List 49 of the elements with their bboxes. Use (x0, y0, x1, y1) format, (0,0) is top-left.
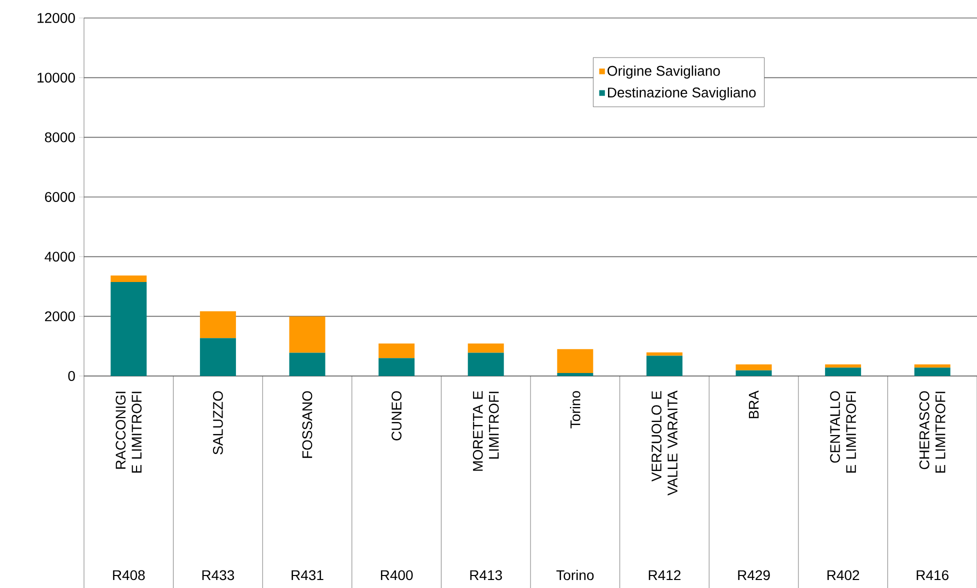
text: R402 (827, 570, 860, 580)
bar (914, 364, 950, 368)
bar (110, 275, 147, 282)
text: R433 (202, 570, 234, 580)
bar (378, 358, 415, 376)
text: Torino (556, 570, 594, 580)
legend-label: Destinazione Savigliano (608, 87, 756, 100)
text: R431 (292, 570, 324, 580)
bar (825, 368, 862, 376)
bar (557, 349, 594, 374)
x-tick-label: Torino (570, 391, 580, 428)
legend-label: Origine Savigliano (608, 66, 720, 79)
text: R408 (113, 570, 145, 580)
bar (378, 343, 415, 358)
x-tick-label: MORETTA E LIMITROFI (472, 391, 499, 471)
y-tick-label: 4000 (44, 252, 75, 262)
bar (289, 352, 326, 376)
y-tick-label: 12000 (38, 13, 75, 23)
y-tick-label: 0 (68, 371, 75, 381)
text: R413 (470, 570, 502, 580)
x-tick-label: VERZUOLO E VALLE VARAITA (652, 390, 678, 496)
x-tick-label: CENTALLO E LIMITROFI (830, 391, 856, 473)
bar (110, 282, 147, 376)
bar (736, 370, 772, 376)
bar (200, 338, 236, 376)
bar (736, 364, 772, 370)
bar (468, 352, 504, 376)
y-tick-label: 2000 (45, 311, 75, 322)
bar (646, 356, 682, 376)
y-tick-label: 6000 (45, 192, 75, 202)
bar (468, 343, 504, 353)
bar (914, 368, 950, 376)
text: R400 (380, 570, 413, 580)
x-tick-label: BRA (748, 390, 759, 418)
text: R429 (738, 570, 770, 580)
x-tick-label: CHERASCO E LIMITROFI (919, 391, 946, 473)
x-tick-label: RACCONIGI E LIMITROFI (116, 392, 142, 473)
x-tick-label: FOSSANO (302, 391, 312, 458)
bar (289, 316, 326, 353)
x-tick-label: CUNEO (392, 391, 402, 440)
text: R416 (916, 570, 948, 580)
bar (646, 352, 682, 356)
x-tick-label: SALUZZO (212, 391, 223, 454)
bar (200, 311, 236, 338)
text: R412 (648, 570, 680, 580)
bar (825, 364, 862, 368)
y-tick-label: 10000 (38, 72, 75, 83)
bar (557, 373, 594, 376)
y-tick-label: 8000 (44, 132, 75, 142)
